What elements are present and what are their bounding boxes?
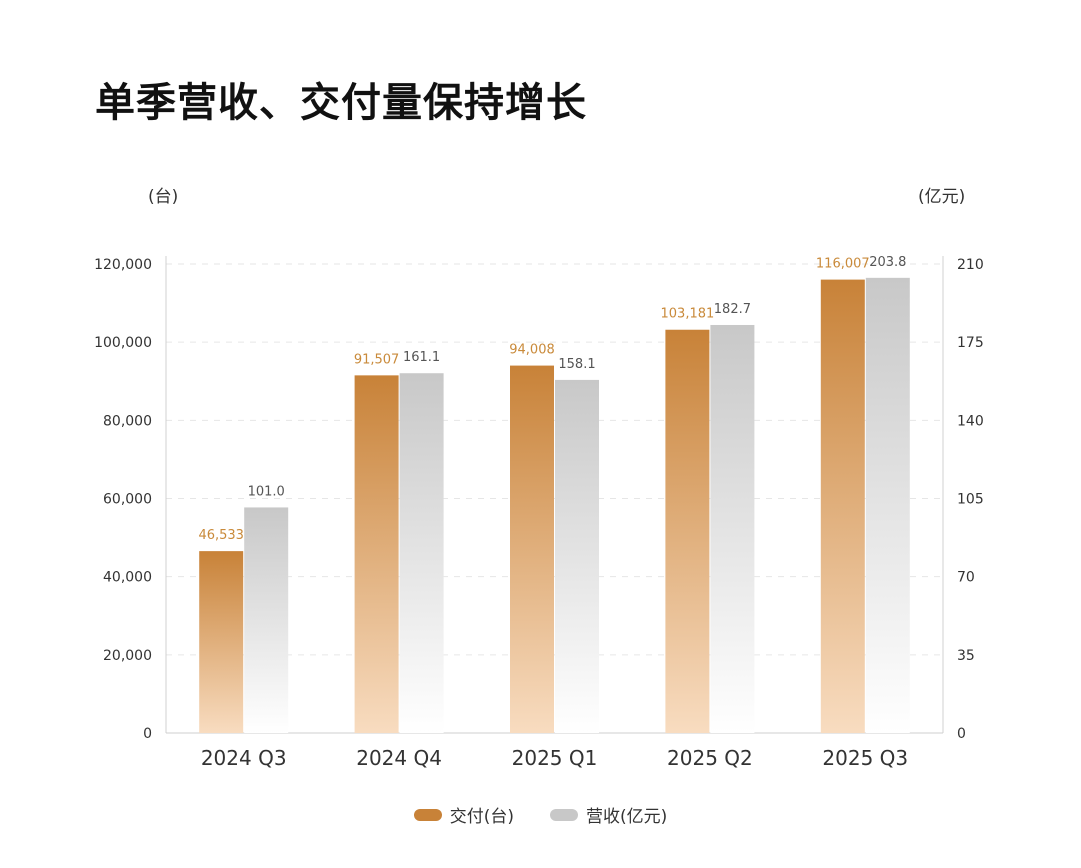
bars <box>199 277 910 733</box>
right-tick-label: 35 <box>957 648 975 664</box>
page-title: 单季营收、交付量保持增长 <box>95 80 587 126</box>
right-tick-label: 210 <box>957 257 984 273</box>
revenue-data-label: 182.7 <box>714 302 751 317</box>
left-tick-label: 100,000 <box>94 335 152 351</box>
delivery-data-label: 116,007 <box>816 257 870 272</box>
axes: 0 20,000 40,000 60,000 80,000 100,000 120,000 0… <box>94 256 984 770</box>
left-tick-label: 40,000 <box>103 570 152 586</box>
delivery-bar <box>665 329 710 733</box>
delivery-bar <box>820 279 865 733</box>
category-label: 2024 Q3 <box>201 746 287 770</box>
left-tick-label: 120,000 <box>94 257 152 273</box>
revenue-data-label: 203.8 <box>869 255 906 270</box>
revenue-data-label: 161.1 <box>403 350 440 365</box>
legend-item-revenue[interactable]: 营收(亿元) <box>550 802 667 827</box>
legend-swatch-delivery <box>413 808 442 821</box>
delivery-bar <box>199 551 244 733</box>
right-tick-label: 70 <box>957 570 975 586</box>
delivery-data-label: 103,181 <box>661 307 715 322</box>
revenue-bar <box>399 373 444 733</box>
legend-label-delivery: 交付(台) <box>449 807 514 827</box>
delivery-data-label: 94,008 <box>509 343 555 358</box>
legend-label-revenue: 营收(亿元) <box>586 807 668 827</box>
revenue-bar <box>865 277 910 733</box>
legend: 交付(台) 营收(亿元) <box>0 802 1081 827</box>
right-tick-label: 175 <box>957 335 984 351</box>
delivery-bar <box>510 365 554 733</box>
right-tick-label: 0 <box>957 726 966 742</box>
revenue-bar <box>555 379 599 733</box>
delivery-bar <box>354 375 399 733</box>
legend-item-delivery[interactable]: 交付(台) <box>413 802 514 827</box>
revenue-bar <box>710 324 755 733</box>
left-tick-label: 80,000 <box>103 413 152 429</box>
left-tick-label: 0 <box>143 726 152 742</box>
left-axis-unit: (台) <box>148 187 179 207</box>
category-label: 2025 Q1 <box>512 746 598 770</box>
revenue-data-label: 158.1 <box>558 357 595 372</box>
revenue-data-label: 101.0 <box>248 484 285 499</box>
category-label: 2024 Q4 <box>356 746 442 770</box>
left-tick-label: 60,000 <box>103 492 152 508</box>
category-label: 2025 Q3 <box>822 746 908 770</box>
delivery-data-label: 91,507 <box>354 352 400 367</box>
legend-swatch-revenue <box>550 808 578 821</box>
category-label: 2025 Q2 <box>667 746 753 770</box>
left-tick-label: 20,000 <box>103 648 152 664</box>
delivery-data-label: 46,533 <box>198 528 244 543</box>
right-axis-unit: (亿元) <box>918 187 966 207</box>
right-tick-label: 105 <box>957 492 984 508</box>
right-tick-label: 140 <box>957 413 984 429</box>
grid-lines <box>166 263 943 656</box>
revenue-bar <box>244 507 289 733</box>
